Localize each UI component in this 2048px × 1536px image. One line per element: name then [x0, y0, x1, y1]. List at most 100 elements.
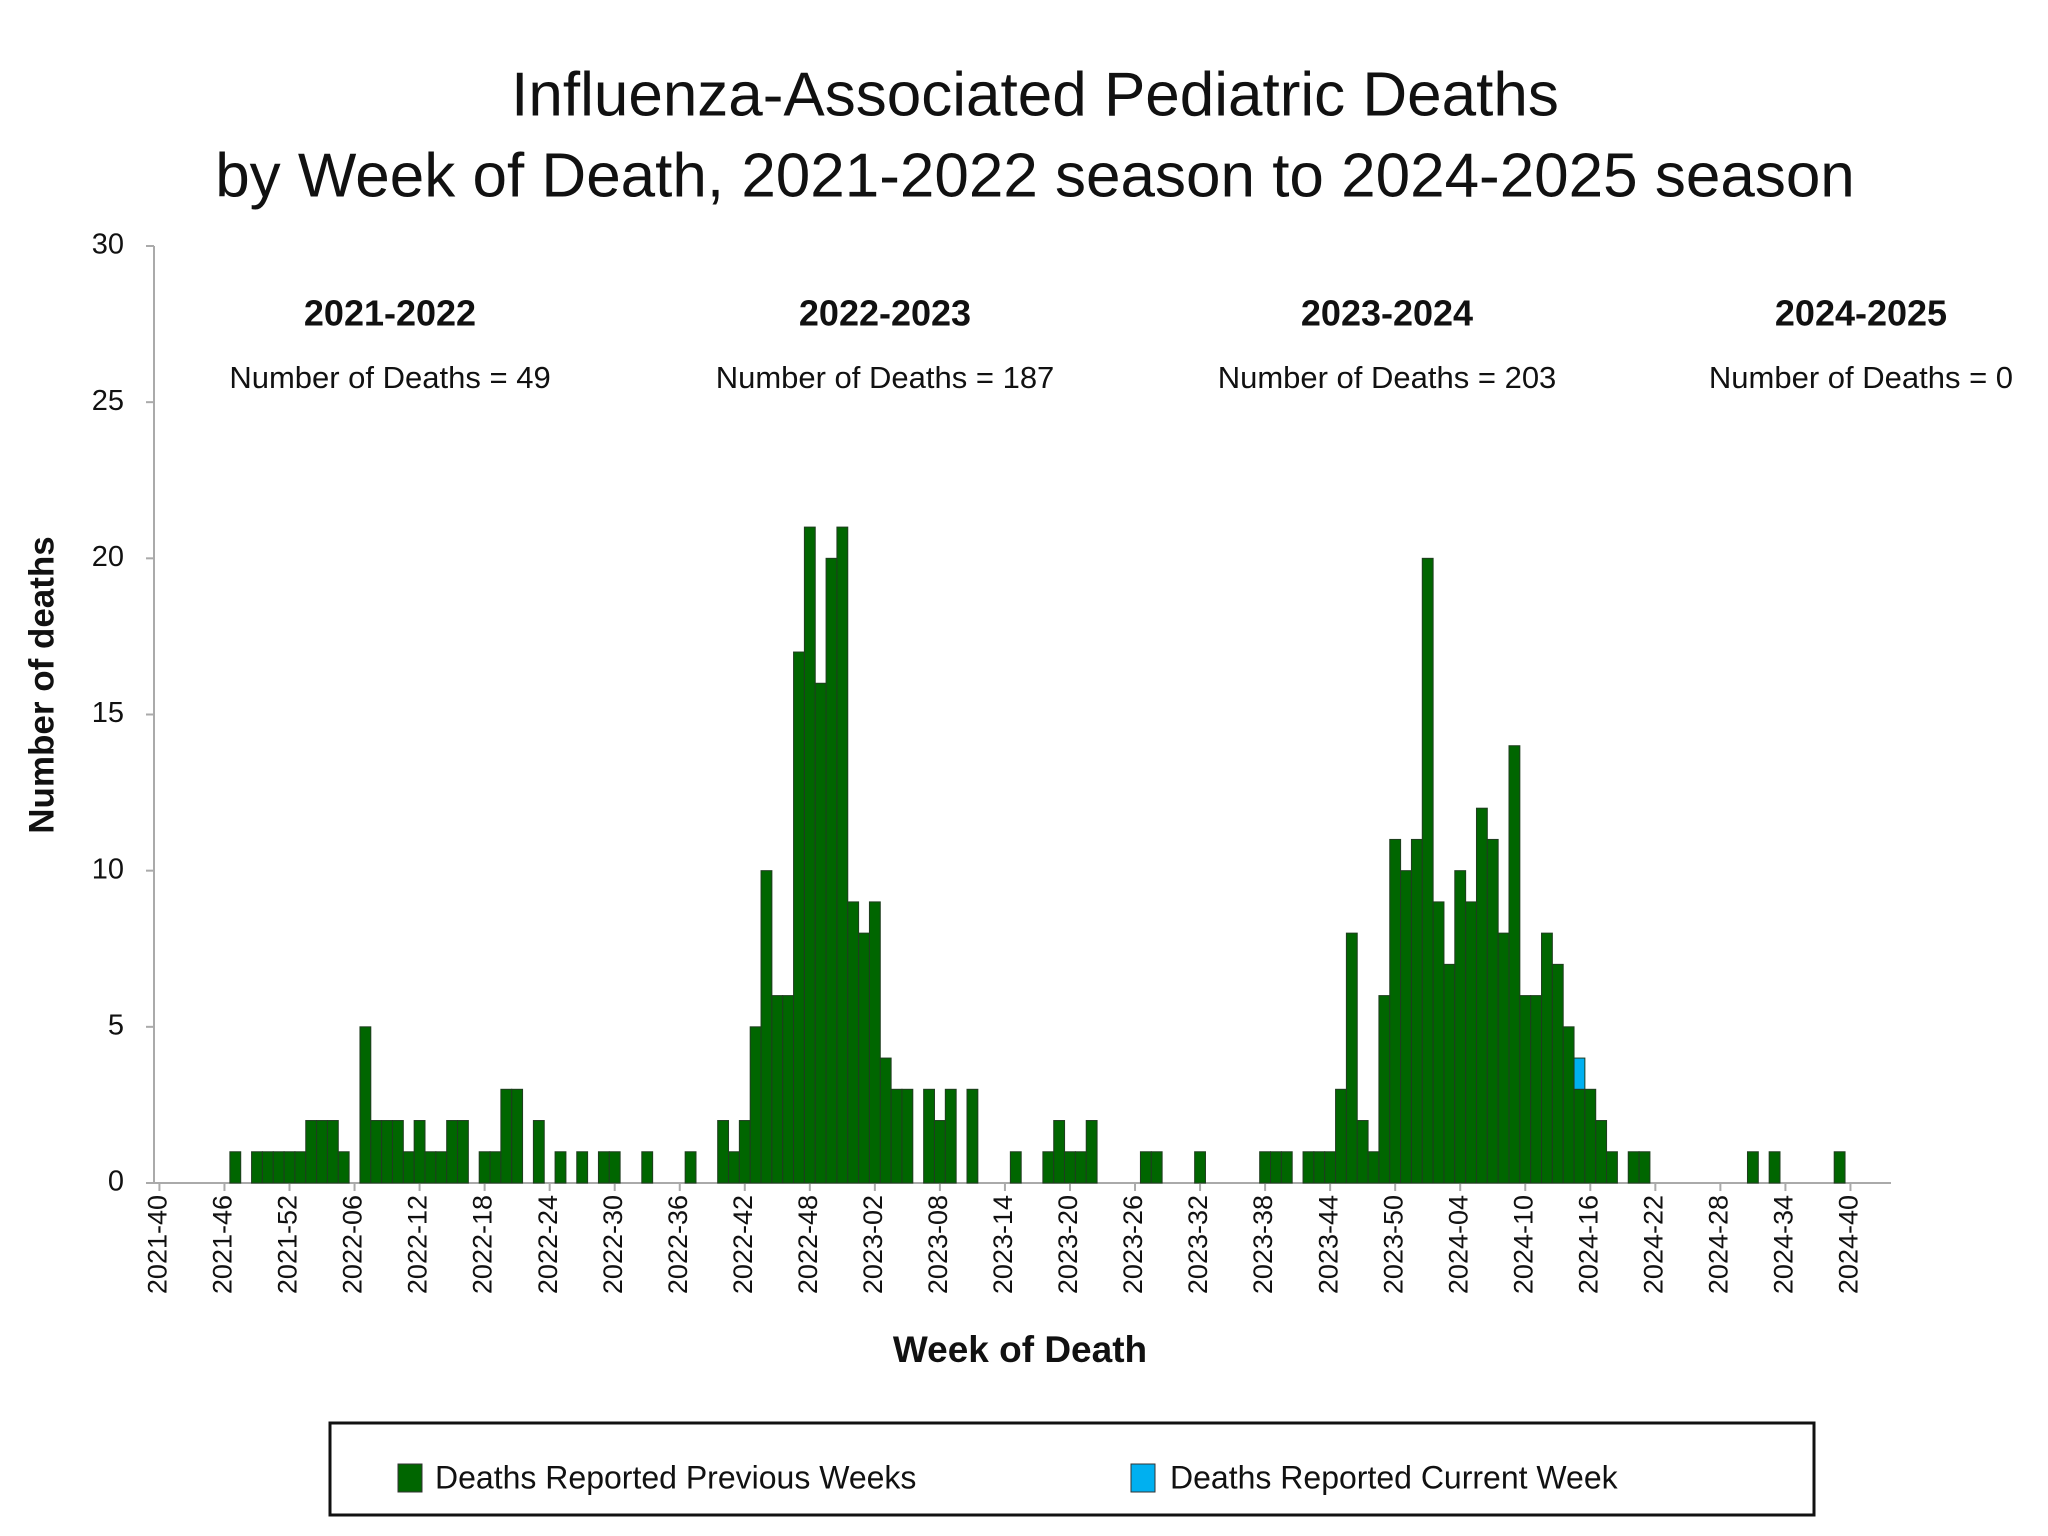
bar: [1497, 932, 1510, 1184]
bar: [1486, 838, 1499, 1184]
bar: [1584, 1088, 1597, 1184]
bar: [1139, 1151, 1152, 1184]
bar: [1595, 1120, 1608, 1184]
season-count: Number of Deaths = 187: [716, 360, 1055, 395]
bar: [1367, 1151, 1380, 1184]
season-label: 2024-2025: [1775, 293, 1947, 334]
bar: [1194, 1151, 1206, 1184]
x-tick-label: 2023-20: [1053, 1195, 1083, 1294]
bar: [1627, 1151, 1640, 1184]
bar: [1009, 1151, 1022, 1184]
bar: [381, 1120, 393, 1184]
bar: [511, 1088, 524, 1184]
bar: [1746, 1151, 1759, 1184]
bar: [901, 1088, 914, 1184]
x-tick-label: 2024-28: [1704, 1195, 1734, 1294]
x-tick-label: 2022-48: [793, 1195, 823, 1294]
bar: [1345, 932, 1358, 1184]
bar: [717, 1120, 730, 1184]
season-count: Number of Deaths = 203: [1218, 360, 1557, 395]
bar: [1335, 1088, 1347, 1184]
bar: [1150, 1151, 1163, 1184]
bar: [272, 1151, 285, 1184]
bar: [825, 557, 838, 1184]
bar: [738, 1120, 751, 1184]
bar: [402, 1151, 415, 1184]
bar: [1465, 901, 1477, 1184]
bar: [1259, 1151, 1272, 1184]
bar: [1410, 838, 1423, 1184]
bar: [966, 1088, 979, 1184]
bar: [728, 1151, 740, 1184]
bar: [413, 1120, 426, 1184]
bar: [532, 1120, 545, 1184]
bar: [576, 1151, 589, 1184]
bar: [1432, 901, 1445, 1184]
x-tick-label: 2024-04: [1443, 1195, 1473, 1294]
bar: [1443, 963, 1456, 1184]
bar: [1313, 1151, 1326, 1184]
legend-box: [328, 1421, 1816, 1517]
bar: [684, 1151, 697, 1184]
bar: [554, 1151, 567, 1184]
bar: [1074, 1151, 1087, 1184]
bar: [749, 1026, 762, 1184]
y-tick-label: 20: [92, 541, 124, 573]
x-tick-label: 2021-52: [273, 1195, 303, 1294]
x-tick-label: 2023-08: [923, 1195, 953, 1294]
bar: [326, 1120, 339, 1184]
bar: [1638, 1151, 1651, 1184]
bar: [608, 1151, 621, 1184]
bar: [229, 1151, 242, 1184]
bar: [305, 1120, 318, 1184]
bar: [1508, 745, 1521, 1184]
x-tick-label: 2022-42: [728, 1195, 758, 1294]
bar: [1551, 963, 1564, 1184]
bar: [793, 651, 805, 1184]
legend-swatch: [1130, 1463, 1156, 1493]
x-tick-label: 2022-12: [403, 1195, 433, 1294]
bar: [1768, 1151, 1781, 1184]
legend-label: Deaths Reported Current Week: [1170, 1459, 1619, 1495]
bar: [944, 1088, 957, 1184]
bar: [814, 682, 827, 1184]
chart-title: by Week of Death, 2021-2022 season to 20…: [215, 141, 1855, 210]
bar: [316, 1120, 328, 1184]
bar: [1400, 870, 1412, 1184]
legend-swatch: [397, 1463, 423, 1493]
bar: [435, 1151, 448, 1184]
bar: [771, 995, 784, 1184]
y-tick-label: 25: [92, 385, 124, 417]
bar: [1378, 995, 1391, 1184]
bar: [1302, 1151, 1315, 1184]
x-tick-label: 2023-32: [1183, 1195, 1213, 1294]
season-label: 2021-2022: [304, 293, 476, 334]
y-tick-label: 0: [108, 1166, 124, 1198]
season-count: Number of Deaths = 49: [229, 360, 550, 395]
bar: [1280, 1151, 1293, 1184]
bar: [1356, 1120, 1369, 1184]
chart-title: Influenza-Associated Pediatric Deaths: [511, 60, 1559, 129]
x-tick-label: 2024-40: [1834, 1195, 1864, 1294]
bar: [1475, 807, 1488, 1184]
bar: [1541, 932, 1553, 1184]
x-tick-label: 2023-02: [858, 1195, 888, 1294]
y-tick-label: 5: [108, 1009, 124, 1041]
x-tick-label: 2021-40: [143, 1195, 173, 1294]
bar: [597, 1151, 610, 1184]
y-tick-label: 15: [92, 697, 124, 729]
x-tick-label: 2024-16: [1573, 1195, 1603, 1294]
bar: [933, 1120, 946, 1184]
season-count: Number of Deaths = 0: [1709, 360, 2013, 395]
bar: [1454, 870, 1467, 1184]
bar: [879, 1057, 892, 1184]
x-tick-label: 2022-24: [533, 1195, 563, 1294]
bar: [1042, 1151, 1055, 1184]
bar: [1606, 1151, 1618, 1184]
bar: [868, 901, 881, 1184]
bar: [803, 526, 816, 1184]
bar: [1530, 995, 1543, 1184]
bar: [370, 1120, 383, 1184]
bar: [1053, 1120, 1066, 1184]
